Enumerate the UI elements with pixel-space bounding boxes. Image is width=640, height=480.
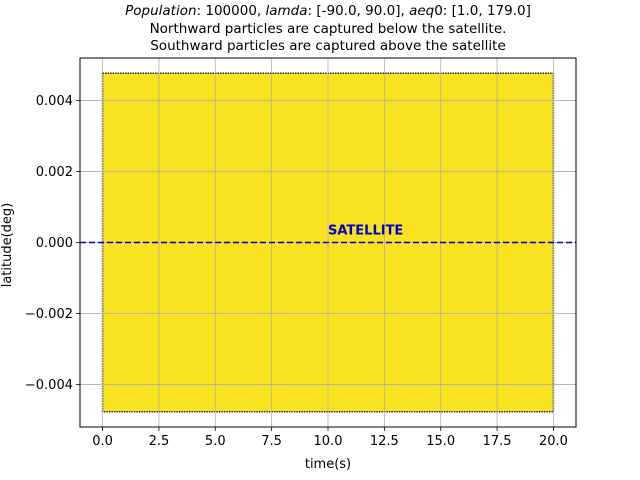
x-tick-label: 2.5 [149, 434, 170, 449]
x-tick-label: 10.0 [314, 434, 343, 449]
x-tick-label: 0.0 [92, 434, 113, 449]
satellite-annotation: SATELLITE [328, 224, 403, 239]
y-tick-label: 0.002 [36, 165, 73, 180]
chart-title-line-3: Southward particles are captured above t… [150, 38, 506, 54]
x-tick-label: 5.0 [205, 434, 226, 449]
x-tick-label: 12.5 [370, 434, 399, 449]
x-tick-label: 15.0 [426, 434, 455, 449]
annotation-layer: SATELLITE [328, 224, 403, 239]
x-tick-label: 7.5 [261, 434, 282, 449]
y-ticks: −0.004 −0.002 0.000 0.002 0.004 [25, 94, 80, 393]
y-tick-label: 0.004 [36, 94, 73, 109]
x-ticks: 0.0 2.5 5.0 7.5 10.0 12.5 15.0 17.5 20.0 [92, 427, 568, 449]
chart-title-line-1: Population: 100000, lamda: [-90.0, 90.0]… [125, 3, 531, 19]
x-tick-label: 20.0 [539, 434, 568, 449]
y-tick-label: −0.004 [25, 378, 73, 393]
x-axis-label: time(s) [305, 457, 351, 472]
y-axis-label: latitude(deg) [0, 203, 15, 288]
x-tick-label: 17.5 [483, 434, 512, 449]
y-tick-label: 0.000 [36, 236, 73, 251]
chart-title-line-2: Northward particles are captured below t… [150, 21, 507, 37]
y-tick-label: −0.002 [25, 307, 73, 322]
